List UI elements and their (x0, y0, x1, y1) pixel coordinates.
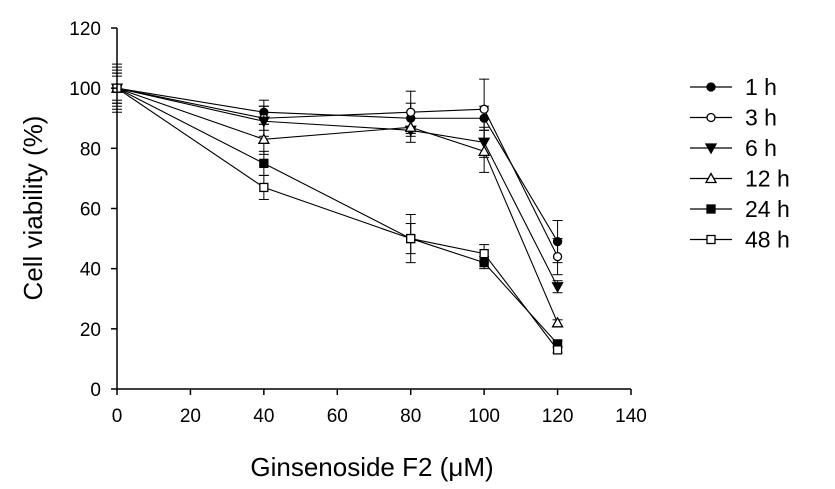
y-tick-label: 120 (69, 19, 101, 40)
legend-label: 3 h (745, 105, 777, 131)
axes: 0 20 40 60 80 100 120 140 0 20 40 60 80 100 120 (69, 19, 647, 427)
y-tick-label: 80 (80, 139, 101, 160)
data-point (551, 282, 564, 294)
data-point (552, 345, 563, 355)
legend-label: 48 h (745, 227, 790, 253)
legend-marker (704, 143, 718, 155)
series-1h (112, 69, 563, 264)
legend-label: 6 h (745, 135, 777, 161)
legend-item: 12 h (690, 166, 790, 192)
legend-marker (704, 172, 718, 184)
data-point (406, 107, 416, 117)
series-6h (110, 72, 564, 294)
data-point (257, 116, 270, 128)
y-tick-label: 60 (80, 200, 101, 221)
data-point (404, 120, 417, 132)
legend-label: 24 h (745, 196, 790, 222)
series-line (116, 87, 559, 257)
plot-area (110, 63, 564, 355)
data-point (551, 316, 564, 328)
y-tick-label: 100 (69, 79, 101, 100)
data-point (406, 233, 416, 244)
x-axis-title: Ginsenoside F2 (μM) (250, 452, 493, 482)
legend-marker (706, 234, 716, 245)
y-tick-label: 0 (90, 380, 101, 401)
x-tick-label: 120 (542, 406, 574, 427)
legend-marker (706, 82, 716, 92)
x-tick-label: 0 (112, 406, 123, 427)
legend-item: 6 h (690, 135, 777, 161)
legend: 1 h 3 h 6 h 12 h 24 h 48 h (690, 74, 790, 253)
data-point (257, 132, 270, 144)
series-line (116, 87, 558, 345)
data-point (259, 182, 269, 193)
data-point (479, 248, 489, 259)
y-tick-label: 20 (80, 320, 101, 341)
data-point (479, 104, 489, 114)
series-3h (112, 72, 563, 276)
data-point (259, 158, 269, 169)
data-point (478, 145, 491, 156)
series-12h (110, 63, 564, 328)
y-axis-title: Cell viability (%) (18, 116, 48, 301)
x-tick-label: 100 (468, 406, 500, 427)
legend-item: 24 h (690, 196, 790, 222)
series-line (116, 87, 559, 351)
legend-item: 3 h (690, 105, 777, 131)
x-tick-label: 40 (253, 406, 274, 427)
series-24h (112, 75, 563, 349)
legend-item: 48 h (690, 227, 790, 253)
x-tick-label: 60 (327, 406, 348, 427)
x-tick-label: 140 (615, 406, 647, 427)
legend-marker (706, 204, 716, 214)
legend-label: 12 h (745, 166, 790, 192)
y-tick-label: 40 (80, 260, 101, 281)
x-tick-label: 20 (180, 406, 201, 427)
legend-label: 1 h (745, 74, 777, 100)
x-tick-label: 80 (400, 406, 421, 427)
series-line (116, 87, 559, 287)
data-point (552, 251, 563, 262)
legend-item: 1 h (690, 74, 777, 100)
legend-marker (706, 112, 716, 123)
